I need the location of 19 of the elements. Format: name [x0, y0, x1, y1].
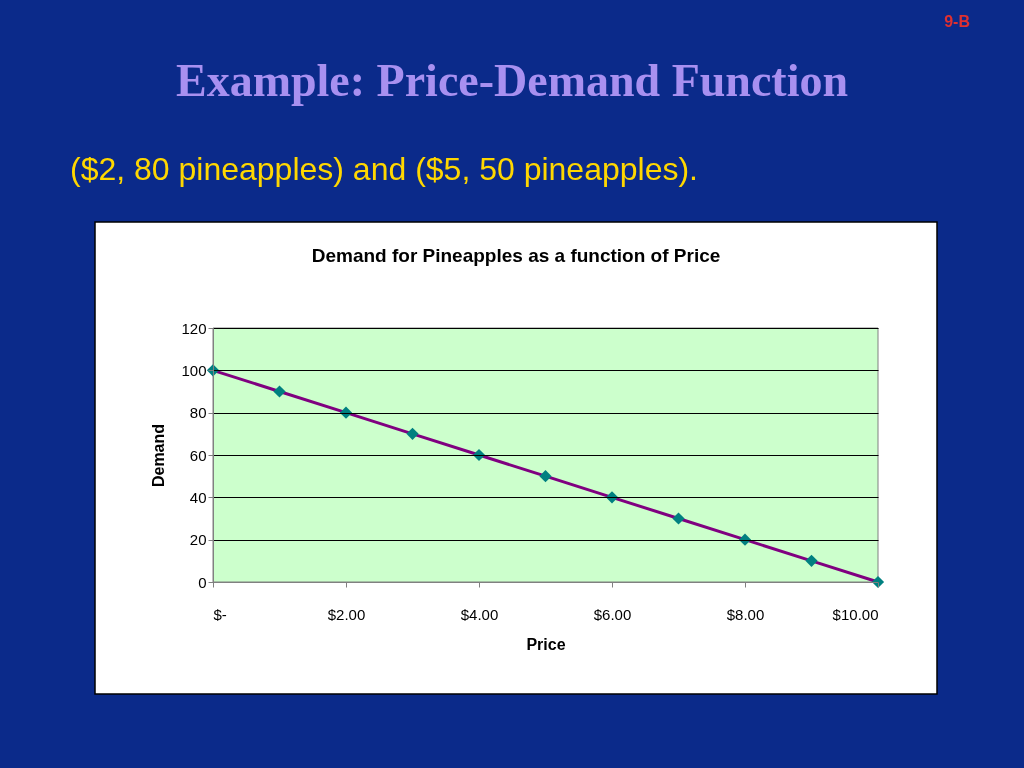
x-tick-label: $- — [213, 605, 227, 623]
text: 9-B — [944, 13, 970, 30]
x-tick-label: $6.00 — [593, 605, 632, 623]
x-tick-label: $2.00 — [327, 605, 366, 623]
text: Example: Price-Demand Function — [175, 55, 849, 106]
text: ($2, 80 pineapples) and ($5, 50 pineapples). — [70, 151, 698, 187]
x-axis-title: Price — [526, 635, 566, 653]
y-tick-label: 0 — [198, 573, 207, 591]
x-tick-label: $4.00 — [460, 605, 499, 623]
y-tick-label: 120 — [181, 319, 207, 337]
y-axis-title: Demand — [150, 423, 168, 488]
y-tick-label: 80 — [189, 404, 207, 422]
y-tick-label: 100 — [181, 361, 207, 379]
chart-title: Demand for Pineapples as a function of Price — [311, 245, 721, 266]
y-tick-label: 60 — [189, 446, 207, 464]
y-tick-label: 20 — [189, 531, 207, 549]
y-tick-label: 40 — [189, 488, 207, 506]
x-tick-label: $10.00 — [832, 605, 879, 623]
x-tick-label: $8.00 — [726, 605, 765, 623]
